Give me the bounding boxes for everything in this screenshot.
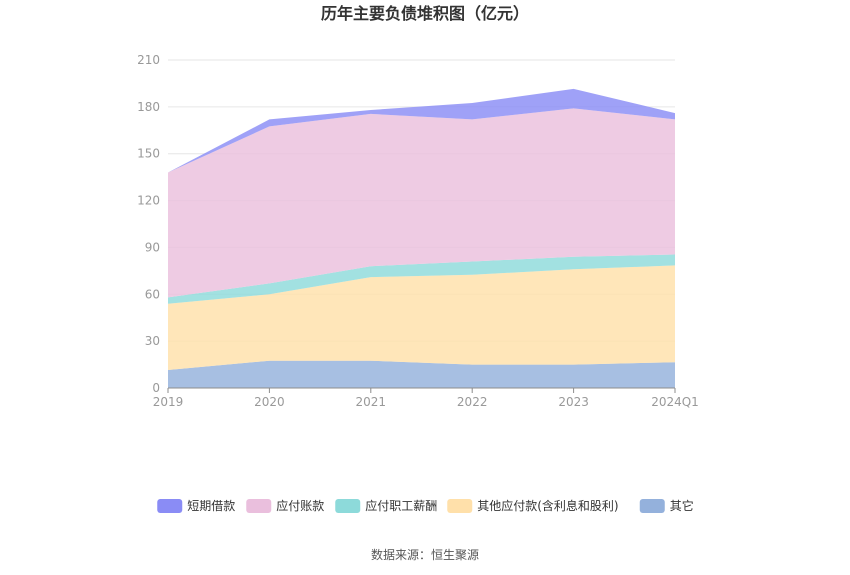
legend-item-2[interactable]: 应付职工薪酬 [335,498,437,513]
series-areas [168,88,675,388]
y-tick-label: 180 [137,100,160,114]
area-series-4 [168,88,675,173]
legend-swatch [447,499,473,513]
legend-item-3[interactable]: 应付账款 [246,498,324,513]
legend-swatch [335,499,361,513]
x-tick-label: 2019 [153,395,184,409]
legend-swatch [639,499,665,513]
legend-label: 应付账款 [276,498,324,513]
x-tick-label: 2022 [457,395,488,409]
x-tick-label: 2024Q1 [651,395,699,409]
legend-label: 应付职工薪酬 [365,498,437,513]
area-series-1 [168,265,675,370]
legend: 短期借款 应付账款 应付职工薪酬 其他应付款(含利息和股利) 其它 [157,498,694,513]
y-tick-label: 210 [137,53,160,67]
area-series-3 [168,108,675,298]
legend-swatch [246,499,272,513]
legend-item-4[interactable]: 短期借款 [157,499,235,513]
y-tick-label: 60 [145,287,160,301]
y-tick-label: 120 [137,194,160,208]
y-tick-label: 0 [152,381,160,395]
x-tick-label: 2021 [356,395,387,409]
area-series-0 [168,360,675,388]
y-tick-label: 90 [145,240,160,254]
axes: 0 30 60 90 120 150 180 210 2019 2020 2021 2022 2023 2… [137,53,699,409]
y-tick-label: 150 [137,147,160,161]
legend-label: 其他应付款(含利息和股利) [477,498,618,513]
area-series-2 [168,254,675,304]
x-tick-label: 2020 [254,395,285,409]
y-tick-label: 30 [145,334,160,348]
legend-item-1[interactable]: 其他应付款(含利息和股利) [447,498,619,513]
legend-swatch [157,499,183,513]
chart-title: 历年主要负债堆积图（亿元） [321,4,529,23]
legend-item-0[interactable]: 其它 [639,498,694,513]
legend-label: 其它 [670,498,694,513]
source-note: 数据来源：恒生聚源 [371,547,479,562]
legend-label: 短期借款 [187,499,235,513]
x-tick-label: 2023 [558,395,589,409]
